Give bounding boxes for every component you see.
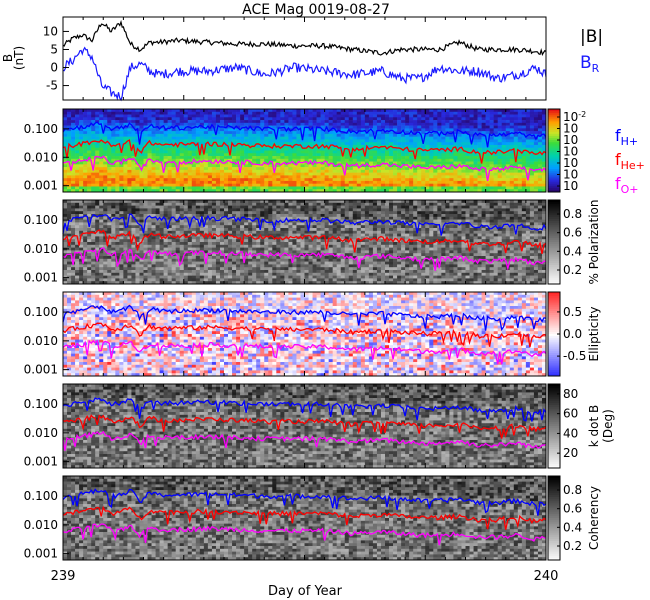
colorbar-tick-label: 0.0 <box>563 327 582 341</box>
legend-f-he: fHe+ <box>615 150 645 172</box>
colorbar-tick-label: 0.2 <box>563 539 582 553</box>
colorbar-tick-label: 10 <box>563 179 578 193</box>
panel-frame-0 <box>63 17 546 100</box>
y-tick-label-5: 0.010 <box>24 518 58 532</box>
colorbar-tick-label: 80 <box>563 387 578 401</box>
series-line-b-total <box>63 22 546 55</box>
y-tick-label-1: 0.100 <box>24 122 58 136</box>
legend-subscript: He+ <box>621 159 645 172</box>
y-axis-label-0: (nT) <box>12 46 26 70</box>
colorbar-tick-label: 0.6 <box>563 502 582 516</box>
y-tick-label-4: 0.010 <box>24 426 58 440</box>
colorbar-tick-label: -0.5 <box>563 349 586 363</box>
colorbar-tick-label: 0.8 <box>563 483 582 497</box>
colorbar-label-2: % Polarization <box>587 200 601 285</box>
y-tick-label-4: 0.001 <box>24 455 58 469</box>
y-tick-label-0: -5 <box>46 79 58 93</box>
y-tick-label-4: 0.100 <box>24 397 58 411</box>
y-tick-label-0: 0 <box>50 61 58 75</box>
legend-b-total: |B| <box>580 27 603 47</box>
panels: 1050-5B(nT)|B|BR0.1000.0100.00110-210101… <box>1 17 645 561</box>
legend-b-r: BR <box>580 53 600 75</box>
y-tick-label-0: 10 <box>43 24 58 38</box>
colorbar-label-3: Ellipticity <box>587 307 601 362</box>
colorbar-tick-label: 0.4 <box>563 520 582 534</box>
y-tick-label-3: 0.100 <box>24 305 58 319</box>
colorbar-label-5: Coherency <box>587 486 601 550</box>
colorbar-4 <box>548 384 560 469</box>
y-tick-label-1: 0.010 <box>24 150 58 164</box>
colorbar-label-4: k dot B <box>587 405 601 447</box>
y-tick-label-0: 5 <box>50 42 58 56</box>
colorbar-tick-exponent: -2 <box>578 110 586 119</box>
y-tick-label-3: 0.010 <box>24 334 58 348</box>
colorbar-tick-label: 0.2 <box>563 263 582 277</box>
colorbar-tick-label: 0.4 <box>563 244 582 258</box>
colorbar-tick-label: 0.8 <box>563 207 582 221</box>
colorbar-tick-label: 0.6 <box>563 226 582 240</box>
colorbar-1 <box>548 109 560 193</box>
x-axis-label: Day of Year <box>268 584 343 599</box>
colorbar-tick-label: 60 <box>563 407 578 421</box>
y-tick-label-2: 0.010 <box>24 242 58 256</box>
x-end-label: 240 <box>534 569 559 584</box>
colorbar-2 <box>548 200 560 285</box>
colorbar-tick-label: 40 <box>563 426 578 440</box>
colorbar-label-4: (Deg) <box>601 409 615 443</box>
colorbar-tick-label: 0.5 <box>563 305 582 319</box>
series-line-b-r <box>63 48 546 100</box>
colorbar-tick-label: 20 <box>563 446 578 460</box>
y-tick-label-2: 0.100 <box>24 213 58 227</box>
colorbar-5 <box>548 476 560 561</box>
y-tick-label-1: 0.001 <box>24 179 58 193</box>
legend-subscript: R <box>592 62 600 75</box>
y-tick-label-5: 0.001 <box>24 547 58 561</box>
y-tick-label-2: 0.001 <box>24 271 58 285</box>
legend-subscript: H+ <box>621 135 639 148</box>
x-start-label: 239 <box>51 569 76 584</box>
legend-f-o: fO+ <box>615 174 639 196</box>
legend-subscript: O+ <box>621 183 639 196</box>
legend-f-h: fH+ <box>615 126 638 148</box>
y-tick-label-3: 0.001 <box>24 363 58 377</box>
y-tick-label-5: 0.100 <box>24 489 58 503</box>
figure-title: ACE Mag 0019-08-27 <box>242 2 390 18</box>
